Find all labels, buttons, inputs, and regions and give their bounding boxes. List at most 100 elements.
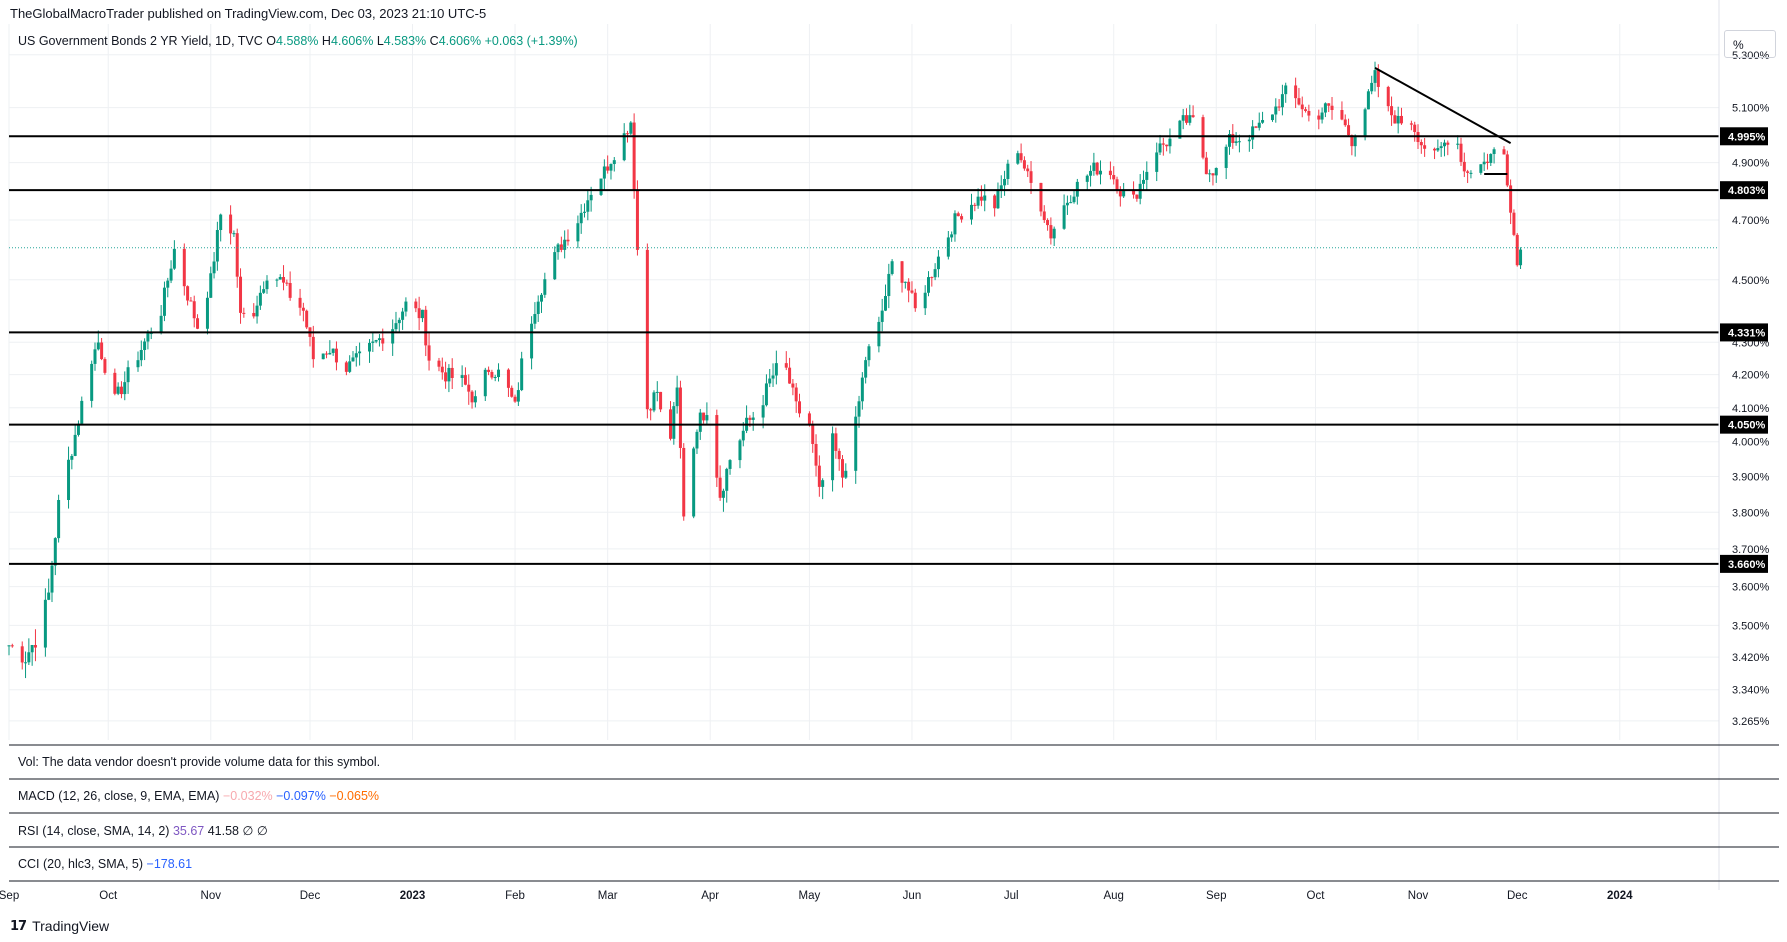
- candle-body[interactable]: [1224, 146, 1228, 168]
- candle-body[interactable]: [841, 459, 845, 478]
- level-price-tag[interactable]: [1720, 127, 1768, 146]
- candle-body[interactable]: [159, 315, 163, 334]
- candle-body[interactable]: [649, 409, 653, 411]
- candle-body[interactable]: [771, 375, 775, 379]
- candle-body[interactable]: [612, 160, 616, 165]
- candle-body[interactable]: [1251, 126, 1255, 140]
- candle-body[interactable]: [497, 369, 501, 378]
- candle-body[interactable]: [751, 417, 755, 420]
- candle-body[interactable]: [470, 391, 474, 403]
- candle-body[interactable]: [725, 468, 729, 491]
- candle-body[interactable]: [1234, 141, 1238, 143]
- candle-body[interactable]: [344, 362, 348, 372]
- time-axis[interactable]: Sep Oct Nov Dec 2023 Feb Mar Apr May Jun Jul Aug Sep…: [0, 890, 1633, 902]
- candle-body[interactable]: [460, 375, 464, 378]
- candle-body[interactable]: [622, 133, 626, 161]
- candle-body[interactable]: [1039, 182, 1043, 212]
- candle-body[interactable]: [1247, 139, 1251, 142]
- candle-body[interactable]: [354, 353, 358, 358]
- candle-body[interactable]: [543, 279, 547, 295]
- candle-body[interactable]: [516, 390, 520, 402]
- candle-body[interactable]: [834, 433, 838, 451]
- candle-body[interactable]: [867, 346, 871, 361]
- candle-body[interactable]: [837, 450, 841, 460]
- candle-body[interactable]: [1135, 194, 1139, 199]
- candle-body[interactable]: [1227, 134, 1231, 147]
- candle-body[interactable]: [702, 412, 706, 421]
- candle-body[interactable]: [655, 391, 659, 393]
- candle-body[interactable]: [576, 223, 580, 242]
- candle-body[interactable]: [209, 273, 213, 298]
- candle-body[interactable]: [103, 359, 107, 373]
- candle-body[interactable]: [1062, 205, 1066, 229]
- candle-body[interactable]: [1112, 175, 1116, 180]
- candle-body[interactable]: [933, 269, 937, 278]
- candle-body[interactable]: [721, 490, 725, 498]
- candle-body[interactable]: [1462, 161, 1466, 172]
- candle-body[interactable]: [923, 292, 927, 309]
- price-axis[interactable]: 3.265% 3.340% 3.420% 3.500% 3.600% 3.700% 3.80…: [1718, 0, 1770, 890]
- candle-body[interactable]: [463, 375, 467, 385]
- candle-body[interactable]: [192, 301, 196, 319]
- candle-body[interactable]: [784, 363, 788, 368]
- candle-body[interactable]: [553, 252, 557, 280]
- candle-body[interactable]: [172, 248, 176, 269]
- candle-body[interactable]: [1026, 168, 1030, 172]
- candle-body[interactable]: [566, 239, 570, 242]
- candle-body[interactable]: [1065, 202, 1069, 206]
- candle-body[interactable]: [979, 196, 983, 201]
- candle-body[interactable]: [844, 470, 848, 478]
- candle-body[interactable]: [169, 268, 173, 281]
- candle-body[interactable]: [926, 277, 930, 293]
- candle-body[interactable]: [1502, 149, 1506, 155]
- candle-body[interactable]: [907, 281, 911, 291]
- candle-body[interactable]: [1095, 162, 1099, 175]
- candle-body[interactable]: [76, 423, 80, 435]
- candle-body[interactable]: [1089, 170, 1093, 176]
- candle-body[interactable]: [1386, 86, 1390, 107]
- candle-body[interactable]: [1419, 142, 1423, 146]
- horizontal-levels[interactable]: [9, 66, 1719, 565]
- candle-body[interactable]: [1469, 172, 1473, 174]
- candle-body[interactable]: [960, 216, 964, 220]
- candle-body[interactable]: [414, 301, 418, 309]
- candle-body[interactable]: [890, 261, 894, 274]
- candle-body[interactable]: [43, 599, 47, 648]
- candle-body[interactable]: [1459, 143, 1463, 162]
- candle-body[interactable]: [900, 261, 904, 283]
- candle-body[interactable]: [520, 358, 524, 391]
- candle-body[interactable]: [1158, 143, 1162, 153]
- candle-body[interactable]: [1052, 228, 1056, 239]
- candle-body[interactable]: [589, 194, 593, 201]
- candle-body[interactable]: [1181, 115, 1185, 121]
- candle-body[interactable]: [483, 369, 487, 397]
- candle-body[interactable]: [1184, 115, 1188, 123]
- candle-body[interactable]: [1069, 202, 1073, 204]
- candle-body[interactable]: [695, 431, 699, 449]
- candle-body[interactable]: [1373, 70, 1377, 83]
- candle-body[interactable]: [1327, 103, 1331, 106]
- candle-body[interactable]: [1320, 112, 1324, 120]
- candle-body[interactable]: [205, 297, 209, 329]
- candle-body[interactable]: [1208, 173, 1212, 175]
- candle-body[interactable]: [1456, 143, 1460, 145]
- candle-body[interactable]: [1085, 175, 1089, 182]
- candle-body[interactable]: [1016, 153, 1020, 164]
- candle-body[interactable]: [698, 412, 702, 432]
- candle-body[interactable]: [877, 321, 881, 347]
- candle-body[interactable]: [1006, 163, 1010, 179]
- candle-body[interactable]: [854, 416, 858, 471]
- candle-body[interactable]: [10, 645, 14, 647]
- candle-body[interactable]: [857, 401, 861, 417]
- candle-body[interactable]: [162, 287, 166, 316]
- candle-body[interactable]: [348, 361, 352, 372]
- candle-body[interactable]: [437, 360, 441, 367]
- candle-body[interactable]: [629, 122, 633, 134]
- candle-body[interactable]: [473, 396, 477, 403]
- candle-body[interactable]: [186, 286, 190, 301]
- candle-body[interactable]: [1482, 161, 1486, 165]
- candle-body[interactable]: [1307, 110, 1311, 116]
- candle-body[interactable]: [983, 195, 987, 201]
- candle-body[interactable]: [682, 447, 686, 517]
- candle-body[interactable]: [33, 645, 37, 648]
